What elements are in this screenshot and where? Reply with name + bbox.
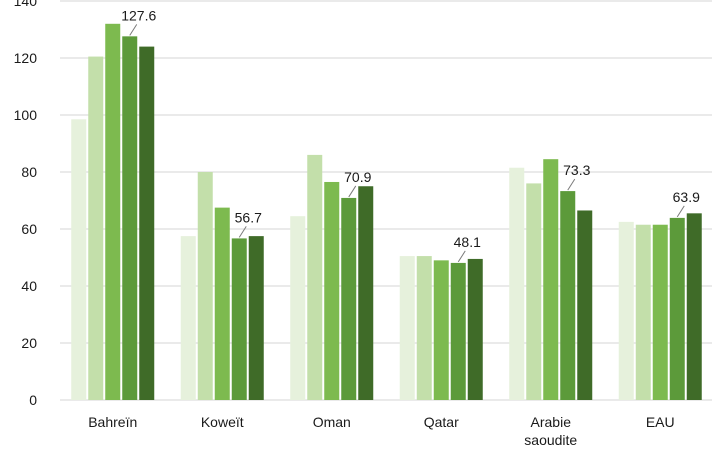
bar-4-series-1 <box>399 256 415 400</box>
data-labels: 127.6 56.7 70.9 48.1 73.3 63.9 <box>121 7 700 263</box>
data-label-leader <box>457 250 466 263</box>
bar-4-series-3 <box>433 260 449 400</box>
bar-5-series-4 <box>560 191 576 400</box>
y-tick-label: 100 <box>14 107 38 123</box>
x-axis-categories: Bahreïn Koweït Oman Qatar Arabie saoudite EAU <box>88 414 674 448</box>
bar-5-series-2 <box>526 183 542 400</box>
data-label: 70.9 <box>344 169 371 185</box>
data-label: 56.7 <box>235 209 262 225</box>
data-label-leader <box>676 205 685 218</box>
category-label: EAU <box>646 414 675 430</box>
bar-1-series-3 <box>105 23 121 401</box>
bar-2-series-3 <box>214 207 230 400</box>
category-label: Koweït <box>201 414 244 430</box>
category-label: Qatar <box>424 414 459 430</box>
data-label-leader <box>567 178 576 191</box>
data-label: 48.1 <box>454 234 481 250</box>
bar-2-series-4 <box>231 238 247 400</box>
bar-6-series-5 <box>686 213 702 400</box>
data-label-leader <box>348 185 357 198</box>
bar-6-series-4 <box>669 217 685 400</box>
bar-4-series-5 <box>467 258 483 400</box>
y-tick-label: 80 <box>21 164 37 180</box>
data-label: 127.6 <box>121 7 156 23</box>
bars <box>71 23 702 401</box>
category-label: Oman <box>313 414 351 430</box>
bar-2-series-2 <box>197 172 213 400</box>
bar-4-series-2 <box>416 256 432 400</box>
bar-5-series-1 <box>509 167 525 400</box>
y-tick-label: 20 <box>21 335 37 351</box>
y-tick-label: 140 <box>14 0 38 9</box>
bar-6-series-1 <box>618 221 634 400</box>
bar-3-series-5 <box>358 186 374 400</box>
bar-3-series-2 <box>307 154 323 400</box>
bar-5-series-3 <box>543 159 559 400</box>
y-tick-label: 40 <box>21 278 37 294</box>
y-tick-label: 0 <box>29 392 37 408</box>
bar-2-series-5 <box>248 236 264 400</box>
bar-3-series-3 <box>324 181 340 400</box>
category-label: saoudite <box>524 432 577 448</box>
data-label: 73.3 <box>563 162 590 178</box>
data-label-leader <box>129 24 138 36</box>
category-label: Bahreïn <box>88 414 137 430</box>
bar-6-series-2 <box>635 224 651 400</box>
bar-3-series-1 <box>290 216 306 400</box>
bar-1-series-1 <box>71 119 87 401</box>
category-label: Arabie <box>531 414 572 430</box>
gridlines <box>60 0 712 401</box>
y-axis-ticks: 0 20 40 60 80 100 120 140 <box>14 0 38 408</box>
bar-1-series-2 <box>88 56 104 400</box>
y-tick-label: 120 <box>14 50 38 66</box>
data-label-leader <box>238 226 247 238</box>
y-tick-label: 60 <box>21 221 37 237</box>
bar-1-series-5 <box>139 46 155 400</box>
bar-2-series-1 <box>180 236 196 400</box>
data-label: 63.9 <box>673 189 700 205</box>
bar-1-series-4 <box>122 36 138 401</box>
bar-4-series-4 <box>450 262 466 400</box>
bar-6-series-3 <box>652 224 668 400</box>
bar-3-series-4 <box>341 197 357 400</box>
bar-5-series-5 <box>577 210 593 400</box>
